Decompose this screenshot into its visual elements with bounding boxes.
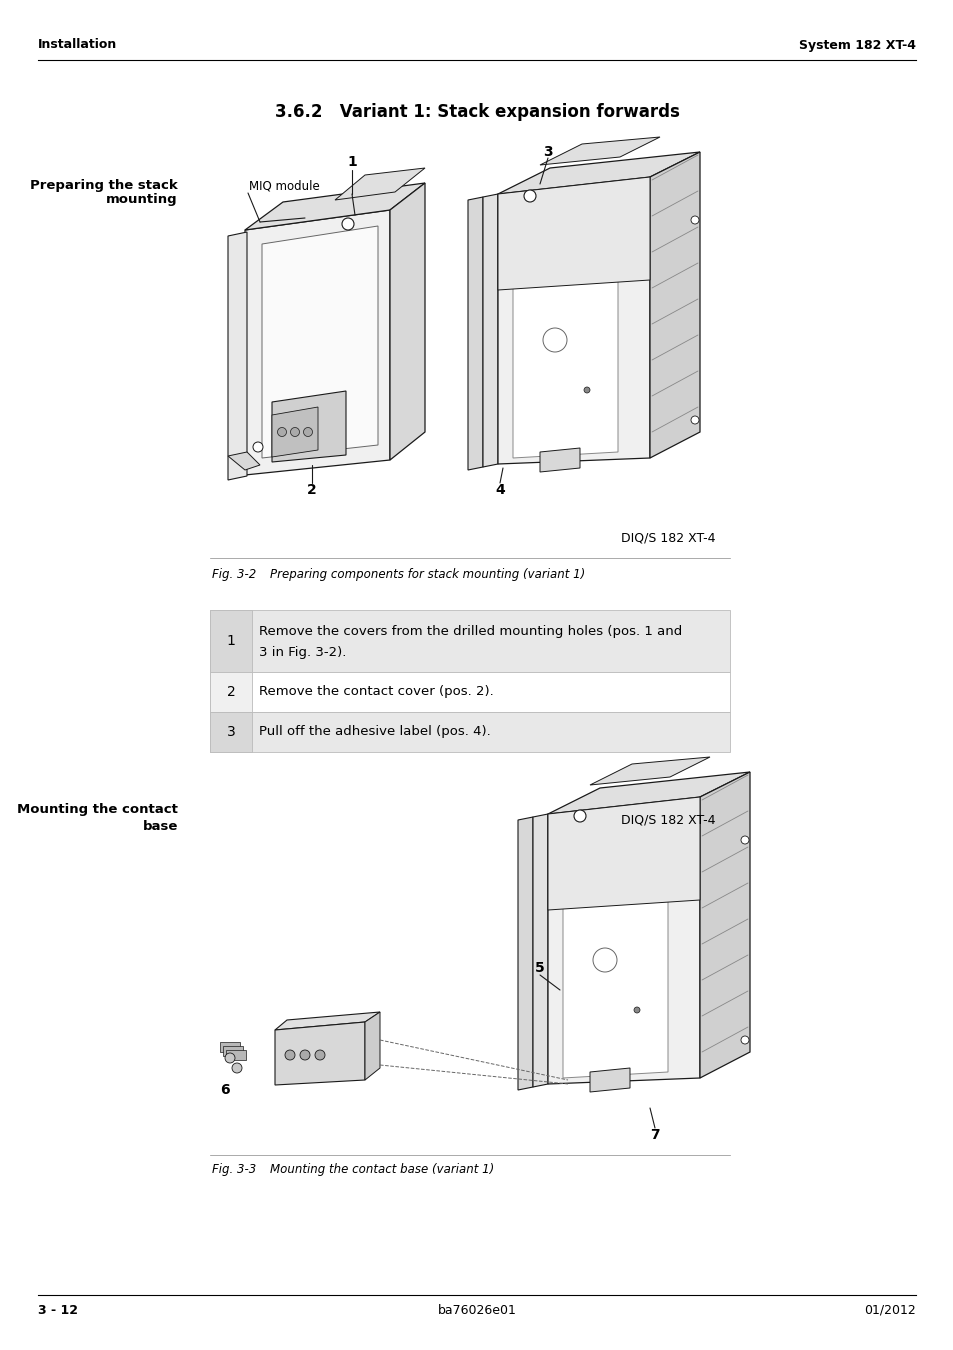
- Bar: [223, 1046, 243, 1056]
- Polygon shape: [365, 1012, 379, 1080]
- Circle shape: [593, 948, 617, 972]
- Polygon shape: [547, 796, 700, 910]
- Polygon shape: [228, 452, 260, 470]
- Text: 6: 6: [220, 1083, 230, 1098]
- Text: 01/2012: 01/2012: [863, 1304, 915, 1316]
- Text: 1: 1: [226, 634, 235, 648]
- Polygon shape: [274, 1022, 365, 1085]
- Bar: [210, 711, 252, 752]
- Circle shape: [299, 1050, 310, 1060]
- Polygon shape: [539, 448, 579, 472]
- Circle shape: [690, 216, 699, 224]
- Polygon shape: [497, 153, 700, 194]
- Bar: [210, 610, 252, 672]
- Text: Remove the contact cover (pos. 2).: Remove the contact cover (pos. 2).: [258, 686, 494, 698]
- Circle shape: [232, 1062, 242, 1073]
- Text: Mounting the contact: Mounting the contact: [17, 803, 178, 817]
- Polygon shape: [274, 1012, 379, 1030]
- Text: MIQ module: MIQ module: [249, 180, 319, 193]
- Text: ba76026e01: ba76026e01: [437, 1304, 516, 1316]
- Polygon shape: [228, 232, 247, 481]
- Text: 3: 3: [227, 725, 235, 738]
- Circle shape: [341, 217, 354, 230]
- Polygon shape: [482, 194, 497, 467]
- Polygon shape: [533, 814, 547, 1087]
- Text: DIQ/S 182 XT-4: DIQ/S 182 XT-4: [620, 532, 716, 544]
- Circle shape: [583, 387, 589, 393]
- Bar: [210, 610, 729, 672]
- Circle shape: [277, 428, 286, 436]
- Text: 3.6.2   Variant 1: Stack expansion forwards: 3.6.2 Variant 1: Stack expansion forward…: [274, 103, 679, 122]
- Text: Pull off the adhesive label (pos. 4).: Pull off the adhesive label (pos. 4).: [258, 725, 490, 738]
- Circle shape: [303, 428, 313, 436]
- Polygon shape: [468, 197, 482, 470]
- Text: Remove the covers from the drilled mounting holes (pos. 1 and: Remove the covers from the drilled mount…: [258, 625, 681, 639]
- Text: Preparing the stack: Preparing the stack: [30, 178, 178, 192]
- Text: System 182 XT-4: System 182 XT-4: [799, 39, 915, 51]
- Text: DIQ/S 182 XT-4: DIQ/S 182 XT-4: [620, 814, 716, 826]
- Text: Fig. 3-3: Fig. 3-3: [212, 1162, 256, 1176]
- Bar: [226, 1050, 246, 1060]
- Polygon shape: [513, 267, 618, 458]
- Polygon shape: [649, 153, 700, 458]
- Circle shape: [740, 836, 748, 844]
- Circle shape: [574, 810, 585, 822]
- Polygon shape: [390, 184, 424, 460]
- Text: 3: 3: [542, 144, 552, 159]
- Polygon shape: [335, 167, 424, 200]
- Polygon shape: [245, 184, 424, 230]
- Text: 2: 2: [307, 483, 316, 497]
- Polygon shape: [497, 177, 649, 290]
- Polygon shape: [497, 177, 649, 464]
- Polygon shape: [539, 136, 659, 165]
- Polygon shape: [517, 817, 533, 1089]
- Circle shape: [314, 1050, 325, 1060]
- Polygon shape: [547, 796, 700, 1084]
- Circle shape: [291, 428, 299, 436]
- Bar: [210, 672, 252, 711]
- Text: 2: 2: [227, 684, 235, 699]
- Polygon shape: [589, 1068, 629, 1092]
- Text: 3 in Fig. 3-2).: 3 in Fig. 3-2).: [258, 645, 346, 659]
- Polygon shape: [547, 772, 749, 814]
- Polygon shape: [272, 392, 346, 462]
- Circle shape: [740, 1035, 748, 1044]
- Text: Fig. 3-2: Fig. 3-2: [212, 568, 256, 580]
- Text: 7: 7: [650, 1129, 659, 1142]
- Circle shape: [253, 441, 263, 452]
- Text: 5: 5: [535, 961, 544, 975]
- Circle shape: [690, 416, 699, 424]
- Circle shape: [523, 190, 536, 202]
- Circle shape: [542, 328, 566, 352]
- Text: 3 - 12: 3 - 12: [38, 1304, 78, 1316]
- Bar: [220, 1042, 240, 1052]
- Polygon shape: [245, 211, 390, 475]
- Text: 4: 4: [495, 483, 504, 497]
- Text: Installation: Installation: [38, 39, 117, 51]
- Polygon shape: [272, 406, 317, 458]
- Circle shape: [285, 1050, 294, 1060]
- Text: Preparing components for stack mounting (variant 1): Preparing components for stack mounting …: [270, 568, 584, 580]
- Polygon shape: [589, 757, 709, 784]
- Circle shape: [225, 1053, 234, 1062]
- Text: base: base: [143, 819, 178, 833]
- Polygon shape: [262, 225, 377, 458]
- Text: mounting: mounting: [107, 193, 178, 207]
- Bar: [210, 672, 729, 711]
- Text: Mounting the contact base (variant 1): Mounting the contact base (variant 1): [270, 1162, 494, 1176]
- Circle shape: [634, 1007, 639, 1012]
- Polygon shape: [562, 887, 667, 1079]
- Polygon shape: [700, 772, 749, 1079]
- Bar: [210, 711, 729, 752]
- Text: 1: 1: [347, 155, 356, 169]
